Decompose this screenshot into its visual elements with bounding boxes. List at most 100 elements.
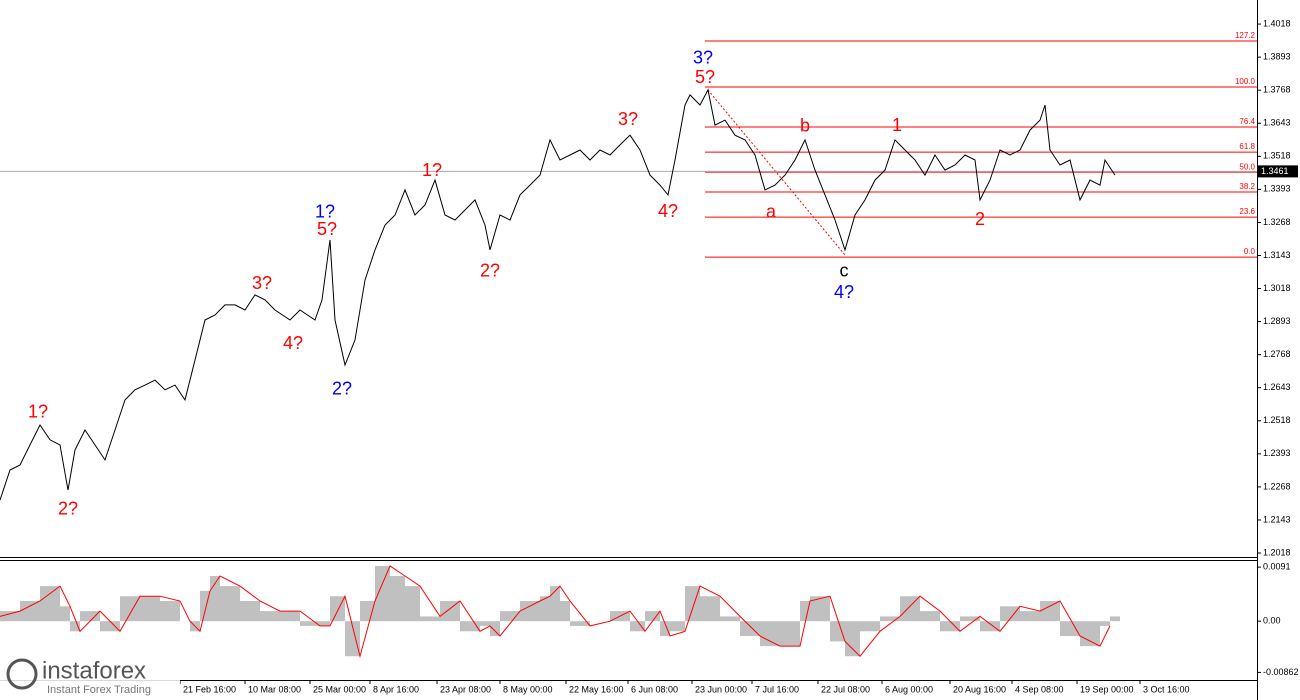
x-tick-label: 21 Feb 16:00 bbox=[183, 684, 236, 694]
y-tick-label: 1.3768 bbox=[1263, 85, 1291, 95]
y-tick-label: 1.2643 bbox=[1263, 382, 1291, 392]
histogram-bar bbox=[630, 621, 645, 632]
x-tick-label: 3 Oct 16:00 bbox=[1143, 684, 1190, 694]
histogram-bar bbox=[1040, 600, 1060, 622]
histogram-bar bbox=[760, 621, 780, 647]
x-tick-label: 10 Mar 08:00 bbox=[248, 684, 301, 694]
histogram-bar bbox=[40, 586, 60, 622]
y-tick-label: 1.2893 bbox=[1263, 316, 1291, 326]
histogram-bar bbox=[845, 621, 860, 657]
wave-label: 1 bbox=[892, 115, 902, 135]
y-tick-label: 1.3893 bbox=[1263, 52, 1291, 62]
wave-label: 3? bbox=[693, 48, 713, 68]
histogram-bar bbox=[645, 611, 660, 622]
y-tick-label: 0.00 bbox=[1263, 616, 1281, 626]
logo: instaforex Instant Forex Trading bbox=[0, 655, 180, 700]
histogram-bar bbox=[980, 621, 1000, 632]
y-tick-label: 1.3018 bbox=[1263, 283, 1291, 293]
x-tick-label: 22 May 16:00 bbox=[569, 684, 624, 694]
histogram-bar bbox=[330, 596, 345, 622]
fib-label: 38.2 bbox=[1239, 182, 1255, 191]
y-tick-label: -0.00862 bbox=[1263, 667, 1299, 677]
y-tick-label: 1.3518 bbox=[1263, 151, 1291, 161]
histogram-bar bbox=[200, 590, 210, 622]
x-tick-label: 22 Jul 08:00 bbox=[821, 684, 870, 694]
histogram-bar bbox=[375, 565, 390, 622]
x-tick-label: 8 Apr 16:00 bbox=[373, 684, 419, 694]
histogram-bar bbox=[1000, 606, 1020, 622]
wave-label: b bbox=[800, 116, 810, 136]
histogram-bar bbox=[860, 621, 880, 632]
histogram-bar bbox=[60, 606, 70, 622]
histogram-bar bbox=[1020, 611, 1040, 622]
wave-label: 5? bbox=[317, 219, 337, 239]
histogram-bar bbox=[740, 621, 760, 637]
histogram-bar bbox=[1060, 621, 1080, 637]
fib-label: 76.4 bbox=[1239, 117, 1255, 126]
wave-label: 1? bbox=[28, 402, 48, 422]
wave-label: 3? bbox=[252, 273, 272, 293]
y-tick-label: 1.3393 bbox=[1263, 184, 1291, 194]
x-tick-label: 8 May 00:00 bbox=[503, 684, 553, 694]
histogram-bar bbox=[900, 596, 920, 622]
y-tick-label: 1.3143 bbox=[1263, 250, 1291, 260]
histogram-bar bbox=[220, 586, 240, 622]
histogram-bar bbox=[960, 616, 980, 622]
histogram-bar bbox=[120, 596, 140, 622]
histogram-bar bbox=[1100, 621, 1110, 626]
y-tick-label: 0.0091 bbox=[1263, 562, 1291, 572]
histogram-bar bbox=[210, 576, 220, 622]
histogram-bar bbox=[550, 586, 560, 622]
histogram-bar bbox=[940, 621, 960, 632]
histogram-bar bbox=[460, 621, 480, 632]
y-tick-label: 1.2143 bbox=[1263, 514, 1291, 524]
fib-label: 50.0 bbox=[1239, 162, 1255, 171]
wave-label: 4? bbox=[283, 333, 303, 353]
histogram-bar bbox=[700, 596, 720, 622]
x-tick-label: 25 Mar 00:00 bbox=[313, 684, 366, 694]
histogram-bar bbox=[405, 586, 420, 622]
y-tick-label: 1.3643 bbox=[1263, 118, 1291, 128]
wave-label: a bbox=[766, 202, 777, 222]
y-tick-label: 1.4018 bbox=[1263, 18, 1291, 28]
last-price-box bbox=[1258, 165, 1298, 178]
signal-line bbox=[0, 565, 1111, 659]
histogram-bar bbox=[140, 596, 160, 622]
histogram-bar bbox=[500, 611, 520, 622]
wave-label: 1? bbox=[315, 202, 335, 222]
x-tick-label: 7 Jul 16:00 bbox=[755, 684, 799, 694]
histogram-bar bbox=[1110, 616, 1120, 622]
histogram-bar bbox=[390, 576, 405, 622]
logo-icon bbox=[6, 658, 38, 690]
histogram-bar bbox=[70, 621, 80, 632]
x-tick-label: 6 Jun 08:00 bbox=[631, 684, 678, 694]
wave-label: 4? bbox=[658, 201, 678, 221]
logo-name: instaforex bbox=[42, 657, 146, 684]
histogram-bar bbox=[1080, 621, 1100, 647]
fib-label: 61.8 bbox=[1239, 142, 1255, 151]
histogram-bar bbox=[440, 600, 460, 622]
histogram-bar bbox=[810, 596, 830, 622]
fib-label: 0.0 bbox=[1244, 247, 1256, 256]
fib-label: 23.6 bbox=[1239, 207, 1255, 216]
histogram-bar bbox=[480, 621, 490, 626]
x-tick-label: 23 Apr 08:00 bbox=[440, 684, 491, 694]
histogram-bar bbox=[830, 621, 845, 642]
y-tick-label: 1.2768 bbox=[1263, 349, 1291, 359]
y-tick-label: 1.2518 bbox=[1263, 415, 1291, 425]
fib-label: 127.2 bbox=[1235, 31, 1256, 40]
histogram-bar bbox=[345, 621, 360, 657]
histogram-bar bbox=[520, 600, 540, 622]
y-tick-label: 1.2268 bbox=[1263, 481, 1291, 491]
histogram-bar bbox=[670, 621, 685, 632]
histogram-bar bbox=[280, 611, 300, 622]
histogram-bar bbox=[320, 621, 330, 626]
histogram-bar bbox=[720, 616, 740, 622]
histogram-bar bbox=[300, 621, 320, 626]
wave-label: 2? bbox=[480, 261, 500, 281]
fib-label: 100.0 bbox=[1235, 77, 1256, 86]
histogram-bar bbox=[560, 600, 570, 622]
wave-label: c bbox=[840, 261, 849, 281]
